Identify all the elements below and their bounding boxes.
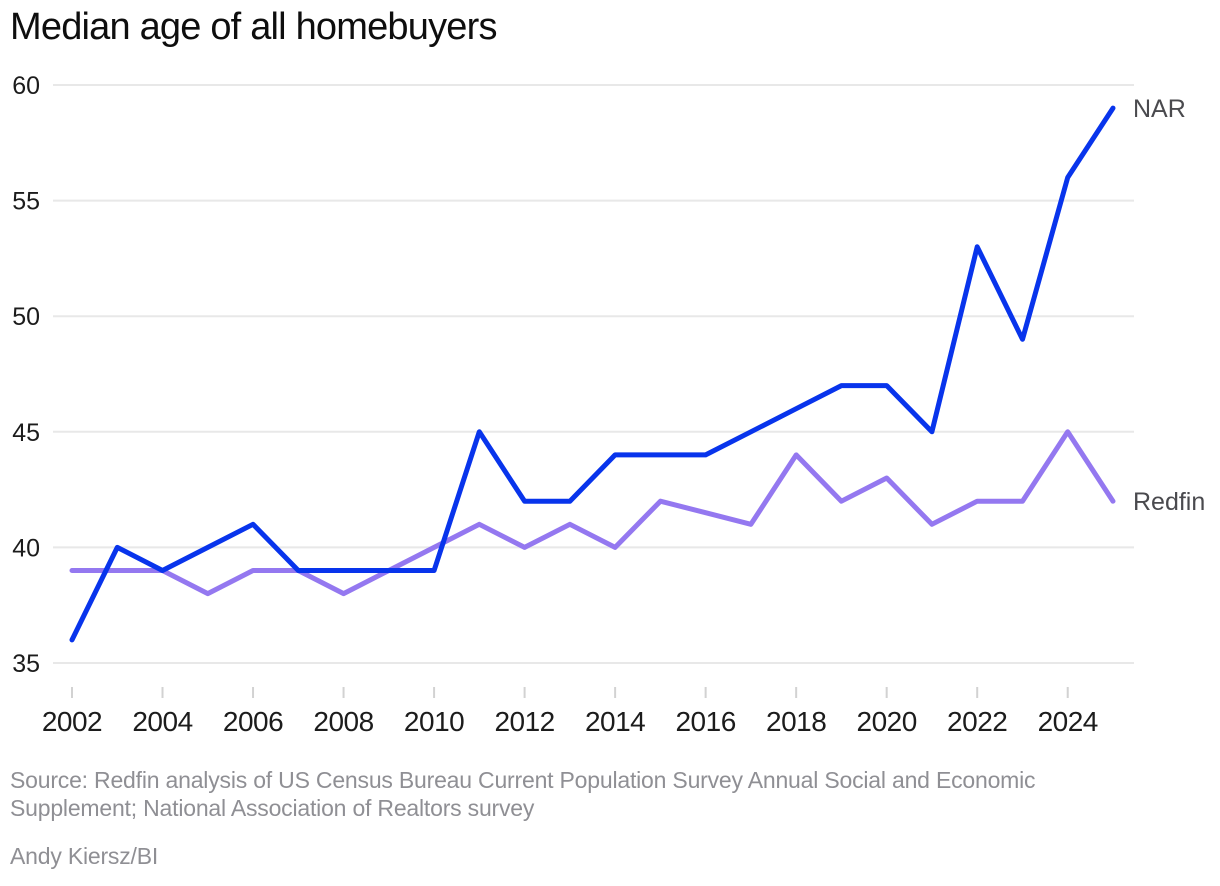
x-axis-label-2022: 2022: [947, 706, 1007, 737]
x-axis-label-2010: 2010: [404, 706, 464, 737]
chart-svg: 35 40 45 50 55 60 2002 2004 2006 2008 2010 2012 2014…: [12, 72, 1205, 737]
y-axis-label-50: 50: [12, 303, 40, 331]
y-axis-label-55: 55: [12, 188, 40, 216]
source-note: Source: Redfin analysis of US Census Bur…: [10, 767, 1036, 821]
x-axis-label-2008: 2008: [313, 706, 373, 737]
x-axis-label-2014: 2014: [585, 706, 645, 737]
x-axis-label-2006: 2006: [223, 706, 283, 737]
y-axis-label-35: 35: [12, 650, 40, 678]
chart-title: Median age of all homebuyers: [10, 6, 497, 48]
y-axis-label-40: 40: [12, 534, 40, 562]
x-axis-label-2020: 2020: [857, 706, 917, 737]
series-label-redfin: Redfin: [1133, 488, 1205, 516]
series-label-nar: NAR: [1133, 95, 1186, 123]
x-axis-label-2004: 2004: [132, 706, 192, 737]
x-axis-label-2016: 2016: [675, 706, 735, 737]
x-axis-label-2024: 2024: [1038, 706, 1098, 737]
x-axis-label-2012: 2012: [494, 706, 554, 737]
series-line-nar: [69, 105, 1116, 643]
x-axis-label-2002: 2002: [42, 706, 102, 737]
y-axis-label-60: 60: [12, 72, 40, 100]
credit-byline: Andy Kiersz/BI: [10, 843, 159, 869]
x-axis-label-2018: 2018: [766, 706, 826, 737]
y-axis-label-45: 45: [12, 419, 40, 447]
series-line-redfin: [69, 429, 1116, 597]
